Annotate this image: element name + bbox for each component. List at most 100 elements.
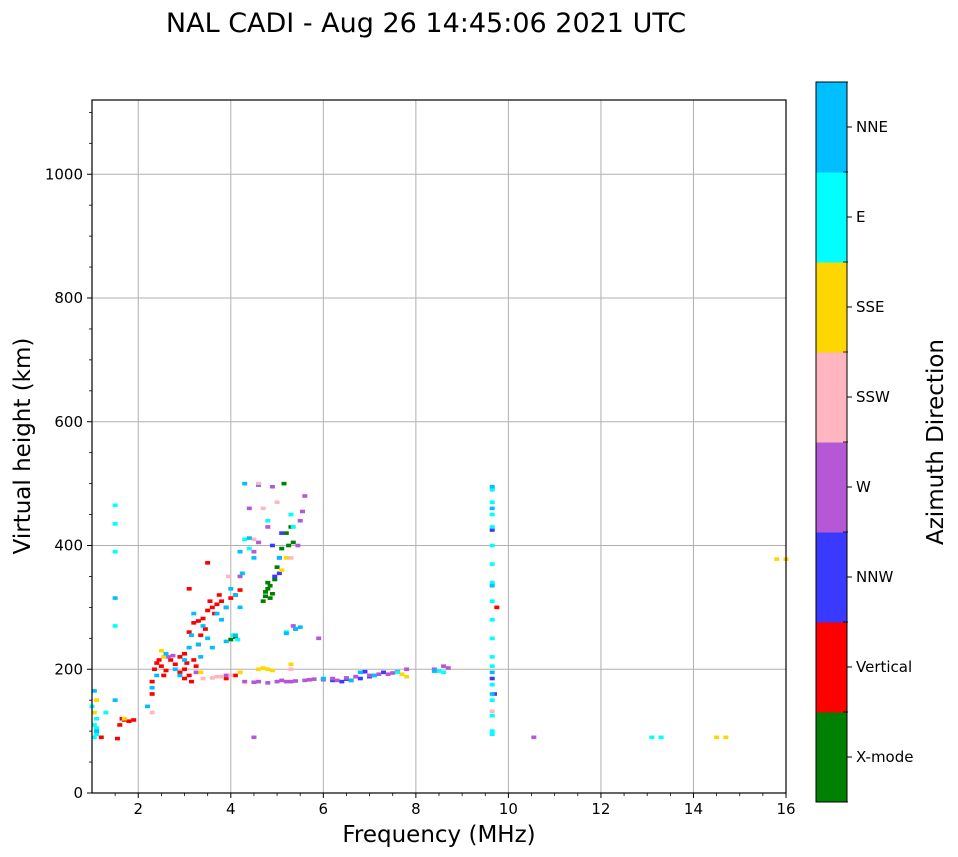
colorbar-tick-label: NNE (856, 118, 888, 136)
data-point (237, 574, 243, 579)
data-point (265, 667, 271, 672)
data-point (658, 735, 664, 740)
data-point (489, 655, 495, 659)
data-point (274, 500, 280, 504)
data-point (489, 484, 495, 489)
data-point (531, 735, 537, 740)
data-point (311, 677, 317, 681)
data-point (225, 574, 231, 579)
data-point (265, 580, 271, 585)
colorbar-frame (815, 81, 848, 803)
data-point (489, 525, 495, 529)
data-point (161, 655, 167, 659)
data-point (367, 673, 373, 678)
data-point (489, 488, 495, 492)
data-point (288, 679, 294, 684)
data-point (186, 630, 192, 634)
data-point (223, 605, 229, 610)
data-point (353, 674, 359, 679)
data-point (200, 616, 206, 621)
data-point (214, 602, 220, 607)
data-point (267, 596, 273, 600)
data-point (163, 668, 169, 673)
data-point (288, 667, 294, 672)
data-point (91, 735, 97, 740)
data-point (198, 670, 204, 675)
data-point (489, 732, 495, 737)
data-point (489, 528, 495, 532)
data-point (112, 549, 118, 554)
y-tick-label: 200 (54, 660, 83, 678)
data-point (357, 676, 363, 681)
data-point (489, 729, 495, 733)
data-point (91, 689, 97, 693)
data-point (334, 678, 340, 683)
data-point (172, 667, 178, 672)
colorbar: X-mode Vertical NNW W SSW SSE E NNE (815, 81, 913, 803)
data-point (195, 642, 201, 647)
data-point (168, 658, 174, 662)
data-point (207, 599, 213, 603)
colorbar-tick-label: X-mode (856, 748, 913, 766)
data-point (246, 546, 252, 551)
data-point (237, 605, 243, 610)
data-point (302, 678, 308, 683)
data-point (186, 645, 192, 650)
colorbar-segment (816, 262, 847, 353)
data-point (357, 670, 363, 675)
data-point (149, 679, 155, 684)
plot-area (91, 99, 787, 794)
data-point (156, 658, 162, 662)
data-point (184, 661, 190, 665)
data-point (246, 506, 252, 511)
data-point (330, 676, 336, 681)
data-point (399, 672, 405, 676)
data-point (188, 633, 194, 638)
data-point (191, 611, 197, 616)
colorbar-tick-label: Vertical (856, 658, 912, 676)
data-point (281, 481, 287, 486)
data-point (263, 594, 268, 599)
data-point (251, 556, 257, 560)
data-point (489, 709, 495, 714)
data-point (362, 669, 368, 674)
data-point (91, 723, 97, 727)
data-point (182, 676, 188, 681)
data-point (149, 710, 155, 715)
y-tick-label: 600 (54, 413, 83, 431)
colorbar-segment (816, 622, 847, 713)
data-point (290, 525, 296, 529)
y-axis: 0 200 400 600 800 1000 (45, 111, 92, 802)
data-point (265, 681, 271, 685)
data-point (404, 667, 410, 672)
x-axis: 2 4 6 8 10 12 14 16 (114, 793, 796, 818)
data-point (489, 599, 495, 603)
data-point (269, 484, 275, 489)
x-tick-label: 8 (411, 800, 421, 818)
data-point (177, 673, 183, 678)
data-point (112, 698, 118, 702)
data-point (177, 655, 183, 659)
data-point (94, 732, 100, 737)
data-point (489, 676, 495, 681)
data-point (94, 698, 100, 702)
data-point (297, 625, 303, 629)
data-point (251, 735, 257, 740)
data-point (441, 670, 447, 675)
data-point (256, 540, 262, 545)
data-point (145, 704, 151, 709)
data-point (209, 605, 215, 610)
data-point (288, 556, 294, 560)
data-point (489, 713, 495, 718)
data-point (256, 667, 262, 672)
data-point (251, 680, 257, 685)
data-point (114, 736, 120, 741)
data-point (228, 587, 234, 591)
data-point (276, 556, 282, 560)
chart-title: NAL CADI - Aug 26 14:45:06 2021 UTC (166, 8, 686, 39)
data-point (774, 557, 780, 561)
data-point (649, 735, 655, 740)
data-point (263, 590, 268, 594)
data-point (172, 662, 178, 667)
data-point (228, 637, 234, 642)
